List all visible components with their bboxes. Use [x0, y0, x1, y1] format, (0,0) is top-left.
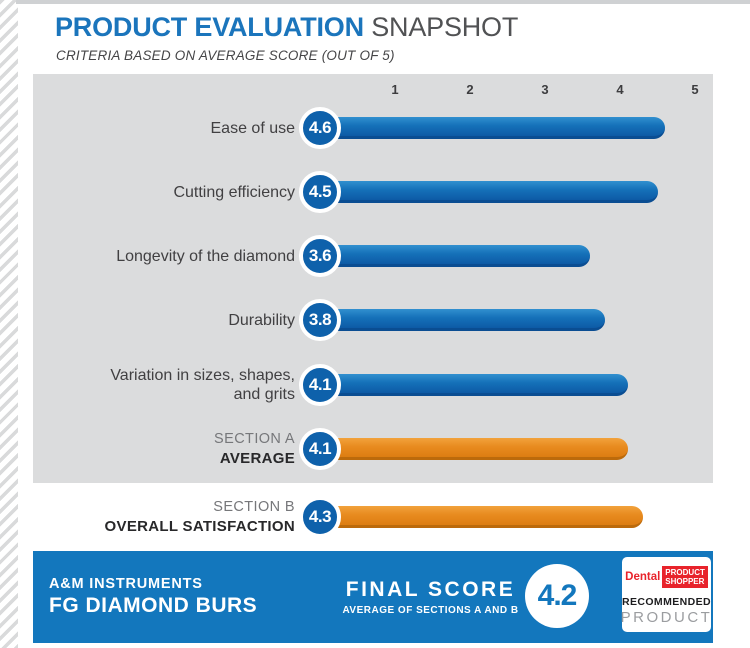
criteria-label: SECTION B OVERALL SATISFACTION: [20, 485, 295, 549]
final-score-value: 4.2: [537, 579, 578, 612]
recommended-product-label: PRODUCT: [620, 609, 713, 627]
dps-logo-box-line1: PRODUCT: [665, 568, 705, 577]
criteria-label-line: Ease of use: [210, 119, 296, 137]
criteria-row: Durability 3.8: [0, 288, 750, 352]
score-bar: [320, 374, 628, 396]
criteria-label: SECTION A AVERAGE: [20, 417, 295, 481]
score-value-badge: 3.6: [299, 235, 341, 277]
dps-logo-dental: Dental: [625, 571, 661, 584]
axis-tick-3: 3: [541, 82, 549, 97]
criteria-label: Variation in sizes, shapes, and grits: [20, 353, 295, 417]
criteria-label-line: SECTION A: [214, 431, 295, 447]
final-score-label: FINAL SCORE: [345, 578, 516, 601]
score-value-badge: 4.1: [299, 364, 341, 406]
score-bar: [320, 506, 643, 528]
score-value-badge: 4.1: [299, 428, 341, 470]
page-subtitle: CRITERIA BASED ON AVERAGE SCORE (OUT OF …: [56, 48, 395, 63]
final-score-block: FINAL SCORE AVERAGE OF SECTIONS A AND B: [323, 551, 538, 643]
criteria-label-line: and grits: [233, 386, 295, 403]
final-score-subtitle: AVERAGE OF SECTIONS A AND B: [342, 605, 519, 616]
page-title: PRODUCT EVALUATION SNAPSHOT: [55, 12, 518, 43]
score-bar: [320, 181, 658, 203]
criteria-row: Variation in sizes, shapes, and grits 4.1: [0, 353, 750, 417]
criteria-row: Longevity of the diamond 3.6: [0, 224, 750, 288]
criteria-label-line: Longevity of the diamond: [116, 247, 295, 265]
axis-tick-4: 4: [616, 82, 624, 97]
criteria-label: Cutting efficiency: [20, 160, 295, 224]
final-score-circle: 4.2: [525, 564, 589, 628]
criteria-row: SECTION B OVERALL SATISFACTION 4.3: [0, 485, 750, 549]
score-bar: [320, 117, 665, 139]
score-value-badge: 4.5: [299, 171, 341, 213]
criteria-label: Ease of use: [20, 96, 296, 160]
criteria-label-line: SECTION B: [213, 499, 295, 515]
score-value-badge: 3.8: [299, 299, 341, 341]
footer-banner: A&M INSTRUMENTS FG DIAMOND BURS FINAL SC…: [33, 551, 713, 643]
score-bar: [320, 309, 605, 331]
dps-logo-box-line2: SHOPPER: [665, 577, 705, 587]
recommended-label: RECOMMENDED: [622, 596, 711, 609]
dps-logo-box: PRODUCT SHOPPER: [662, 566, 708, 589]
criteria-label-line: Cutting efficiency: [173, 183, 295, 201]
criteria-label: Longevity of the diamond: [20, 224, 295, 288]
score-bar: [320, 245, 590, 267]
axis-tick-5: 5: [691, 82, 699, 97]
page-title-secondary: SNAPSHOT: [371, 12, 519, 42]
criteria-label: Durability: [20, 288, 295, 352]
score-value-badge: 4.6: [299, 107, 341, 149]
dps-logo: Dental PRODUCT SHOPPER: [625, 566, 708, 589]
criteria-row: Cutting efficiency 4.5: [0, 160, 750, 224]
product-name: FG DIAMOND BURS: [49, 594, 258, 617]
score-bar: [320, 438, 628, 460]
criteria-label-line: Durability: [228, 311, 295, 329]
diagonal-stripes-decoration: [0, 0, 18, 648]
top-divider-bar: [16, 0, 750, 4]
chart-panel: [33, 74, 713, 483]
axis-tick-1: 1: [391, 82, 399, 97]
criteria-row: SECTION A AVERAGE 4.1: [0, 417, 750, 481]
criteria-row: Ease of use 4.6: [0, 96, 750, 160]
brand-name: A&M INSTRUMENTS: [49, 576, 203, 592]
score-value-badge: 4.3: [299, 496, 341, 538]
dental-product-shopper-badge: Dental PRODUCT SHOPPER RECOMMENDED PRODU…: [620, 557, 713, 632]
criteria-label-line: AVERAGE: [219, 450, 295, 467]
brand-block: A&M INSTRUMENTS FG DIAMOND BURS: [49, 551, 257, 643]
criteria-label-line: OVERALL SATISFACTION: [104, 518, 295, 535]
criteria-label-line: Variation in sizes, shapes,: [110, 367, 295, 384]
axis-tick-2: 2: [466, 82, 474, 97]
page-title-primary: PRODUCT EVALUATION: [55, 12, 364, 42]
